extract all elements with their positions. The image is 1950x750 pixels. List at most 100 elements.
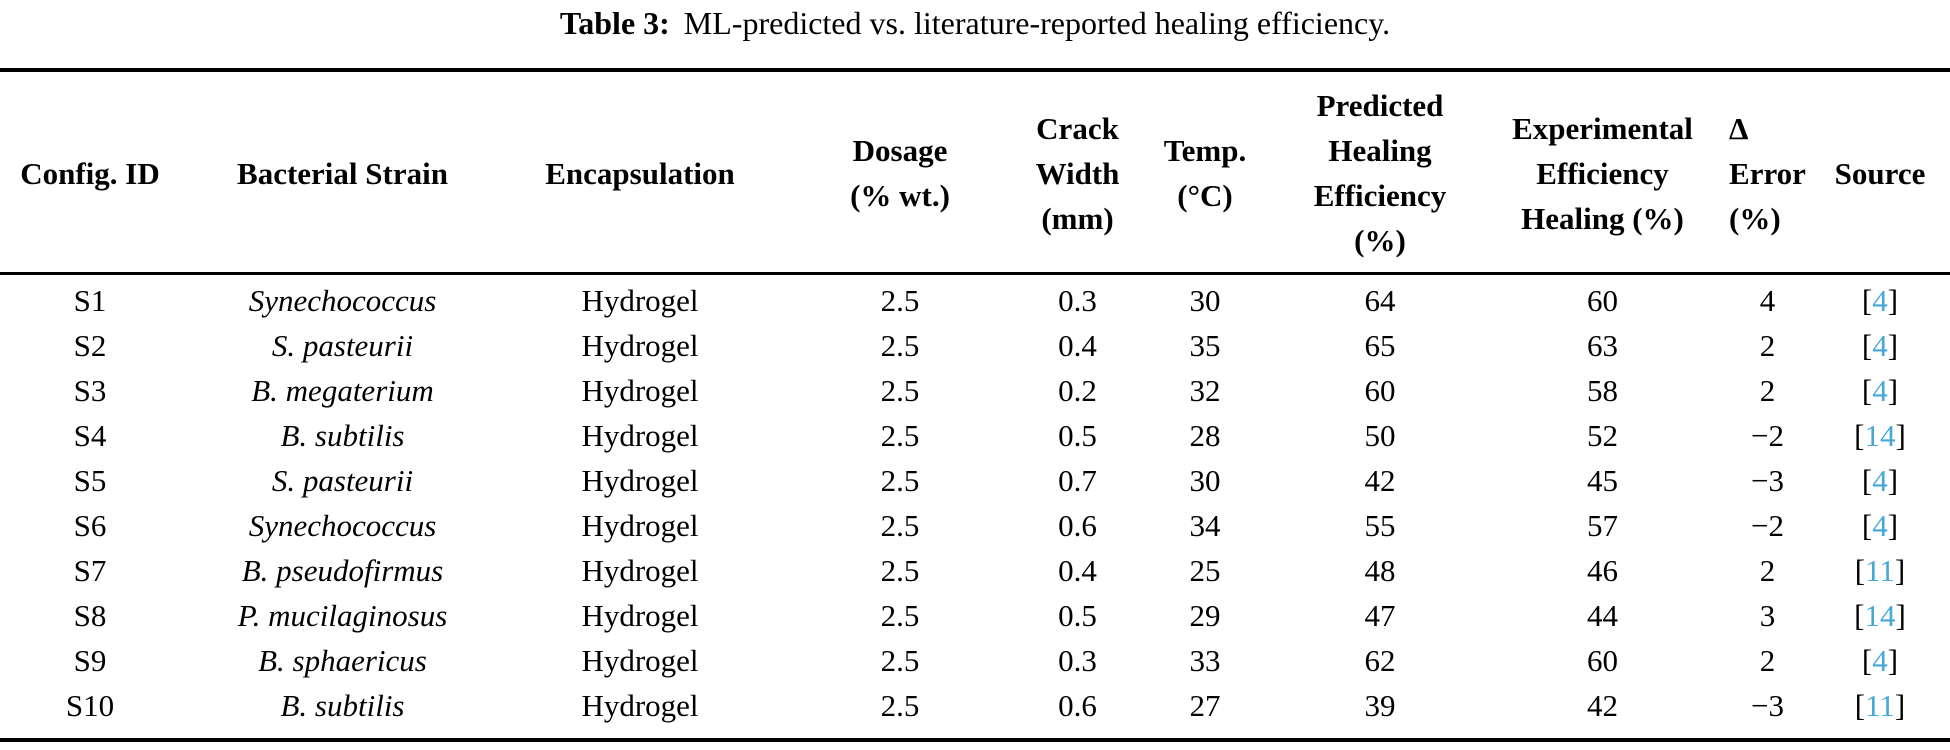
cell-encapsulation: Hydrogel (581, 553, 699, 588)
col-header-encapsulation: Encapsulation (505, 70, 775, 275)
cell-source: [4] (1810, 638, 1950, 683)
cell-dosage: 2.5 (880, 688, 920, 723)
cell-temperature: 30 (1189, 283, 1221, 318)
citation-bracket-open: [ (1854, 418, 1865, 453)
cell-encapsulation: Hydrogel (581, 688, 699, 723)
header-line: (%) (1354, 223, 1406, 258)
cell-experimental-efficiency: 60 (1587, 643, 1618, 678)
citation-link[interactable]: 14 (1864, 598, 1896, 633)
cell-dosage: 2.5 (880, 418, 920, 453)
cell-config-id: S6 (73, 508, 107, 543)
citation-link[interactable]: 4 (1872, 463, 1888, 498)
cell-source: [14] (1810, 593, 1950, 638)
header-line: Δ (1729, 110, 1749, 146)
cell-source: [4] (1810, 458, 1950, 503)
cell-bacterial-strain: S. pasteurii (271, 328, 414, 363)
cell-source: [4] (1810, 503, 1950, 548)
cell-bacterial-strain: B. subtilis (280, 688, 405, 723)
header-line: (°C) (1177, 178, 1233, 213)
citation-bracket-close: ] (1887, 508, 1899, 543)
citation-link[interactable]: 4 (1872, 283, 1888, 318)
citation-link[interactable]: 14 (1864, 418, 1896, 453)
cell-bacterial-strain: P. mucilaginosus (237, 598, 448, 633)
citation-bracket-open: [ (1854, 688, 1866, 723)
citation-bracket-open: [ (1861, 328, 1873, 363)
cell-delta-error: 2 (1759, 643, 1776, 678)
citation-bracket-open: [ (1861, 643, 1873, 678)
table-row: S4 B. subtilis Hydrogel 2.5 0.5 28 50 52… (0, 413, 1950, 458)
citation-link[interactable]: 4 (1872, 328, 1888, 363)
cell-experimental-efficiency: 60 (1587, 283, 1618, 318)
citation-bracket-close: ] (1895, 418, 1906, 453)
cell-encapsulation: Hydrogel (581, 418, 699, 453)
citation-bracket-close: ] (1894, 688, 1906, 723)
healing-efficiency-table: Config. ID Bacterial Strain Encapsulatio… (0, 68, 1950, 742)
citation-link[interactable]: 4 (1872, 643, 1888, 678)
cell-temperature: 34 (1189, 508, 1221, 543)
cell-experimental-efficiency: 57 (1587, 508, 1618, 543)
cell-dosage: 2.5 (880, 508, 920, 543)
citation-bracket-open: [ (1861, 508, 1873, 543)
cell-predicted-efficiency: 48 (1364, 553, 1396, 588)
cell-source: [11] (1810, 683, 1950, 740)
table-row: S1 Synechococcus Hydrogel 2.5 0.3 30 64 … (0, 274, 1950, 324)
cell-delta-error: 2 (1759, 328, 1776, 363)
header-line: (% wt.) (850, 178, 950, 213)
citation-link[interactable]: 11 (1865, 688, 1895, 723)
cell-delta-error: 2 (1759, 553, 1776, 588)
header-line: Efficiency (1313, 178, 1447, 213)
col-header-delta-error: Δ Error (%) (1725, 70, 1810, 275)
cell-config-id: S3 (73, 373, 107, 408)
citation-bracket-close: ] (1887, 463, 1899, 498)
cell-delta-error: 3 (1759, 598, 1776, 633)
cell-bacterial-strain: S. pasteurii (271, 463, 414, 498)
cell-predicted-efficiency: 65 (1364, 328, 1396, 363)
cell-predicted-efficiency: 42 (1364, 463, 1396, 498)
cell-config-id: S8 (73, 598, 107, 633)
cell-crack-width: 0.6 (1058, 508, 1097, 543)
header-line: Experimental (1512, 110, 1693, 146)
header-line: Error (1729, 155, 1806, 191)
cell-crack-width: 0.3 (1058, 283, 1097, 318)
cell-encapsulation: Hydrogel (581, 328, 699, 363)
cell-crack-width: 0.5 (1058, 418, 1097, 453)
header-line: Healing (1328, 133, 1432, 168)
table-caption-label: Table 3: (559, 5, 670, 41)
cell-delta-error: −2 (1751, 418, 1784, 453)
header-row: Config. ID Bacterial Strain Encapsulatio… (0, 70, 1950, 275)
citation-bracket-close: ] (1887, 643, 1899, 678)
cell-source: [4] (1810, 274, 1950, 324)
cell-predicted-efficiency: 64 (1364, 283, 1396, 318)
cell-predicted-efficiency: 39 (1364, 688, 1396, 723)
header-line: Dosage (852, 133, 948, 168)
cell-delta-error: 4 (1759, 283, 1776, 318)
table-row: S10 B. subtilis Hydrogel 2.5 0.6 27 39 4… (0, 683, 1950, 740)
col-header-crack-width: Crack Width (mm) (1025, 70, 1130, 275)
cell-crack-width: 0.5 (1058, 598, 1097, 633)
header-line: Predicted (1316, 88, 1444, 123)
cell-predicted-efficiency: 50 (1364, 418, 1396, 453)
cell-dosage: 2.5 (880, 598, 920, 633)
cell-predicted-efficiency: 47 (1364, 598, 1396, 633)
citation-link[interactable]: 4 (1872, 373, 1888, 408)
cell-encapsulation: Hydrogel (581, 373, 699, 408)
citation-bracket-open: [ (1854, 598, 1865, 633)
cell-experimental-efficiency: 45 (1587, 463, 1618, 498)
citation-link[interactable]: 4 (1872, 508, 1888, 543)
cell-source: [14] (1810, 413, 1950, 458)
cell-config-id: S1 (73, 283, 107, 318)
cell-config-id: S5 (73, 463, 107, 498)
cell-config-id: S9 (73, 643, 107, 678)
cell-bacterial-strain: B. pseudofirmus (241, 553, 444, 588)
citation-bracket-open: [ (1854, 553, 1866, 588)
cell-dosage: 2.5 (880, 328, 920, 363)
col-header-config-id: Config. ID (0, 70, 180, 275)
citation-bracket-open: [ (1861, 373, 1873, 408)
citation-bracket-open: [ (1861, 463, 1873, 498)
citation-link[interactable]: 11 (1865, 553, 1895, 588)
citation-bracket-close: ] (1887, 373, 1899, 408)
cell-encapsulation: Hydrogel (581, 463, 699, 498)
cell-delta-error: 2 (1759, 373, 1776, 408)
header-line: Crack (1036, 110, 1119, 146)
